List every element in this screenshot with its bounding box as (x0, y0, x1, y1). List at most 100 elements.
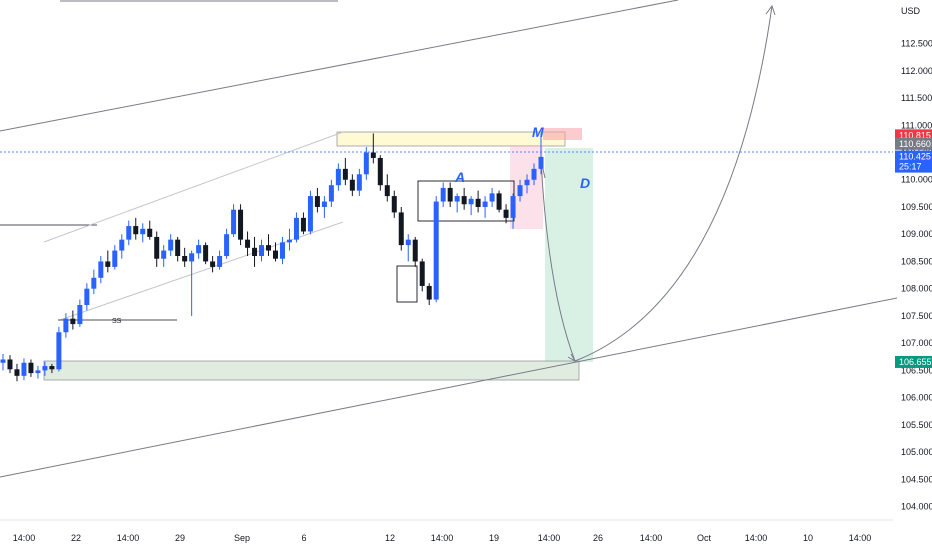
candle[interactable] (503, 204, 509, 224)
price-tick-label: 105.500 (901, 420, 932, 430)
candle[interactable] (35, 366, 41, 379)
candle[interactable] (433, 196, 439, 303)
candle[interactable] (133, 217, 139, 240)
candle[interactable] (426, 283, 432, 306)
candle[interactable] (91, 269, 97, 295)
inner-channel-upper[interactable] (43, 131, 344, 243)
candle[interactable] (259, 239, 265, 262)
candle[interactable] (119, 234, 125, 259)
candle[interactable] (377, 155, 383, 191)
candle[interactable] (84, 283, 90, 311)
candle[interactable] (461, 187, 467, 210)
candle-body (0, 359, 6, 363)
candle[interactable] (175, 236, 181, 262)
price-tick-label: 112.000 (901, 66, 932, 76)
candle[interactable] (440, 182, 446, 207)
candle[interactable] (300, 212, 306, 235)
candle[interactable] (391, 190, 397, 218)
candle[interactable] (70, 310, 76, 330)
range-box[interactable] (396, 265, 418, 303)
candle[interactable] (28, 359, 34, 377)
projection-up-path[interactable] (574, 5, 773, 362)
candle[interactable] (412, 236, 418, 267)
candle[interactable] (77, 299, 83, 327)
upper-channel-line[interactable] (0, 0, 679, 132)
candle[interactable] (405, 234, 411, 262)
candle-body (133, 226, 139, 235)
lower-channel-line[interactable] (0, 297, 898, 478)
candle[interactable] (252, 236, 258, 267)
candle[interactable] (454, 193, 460, 213)
candle[interactable] (286, 228, 292, 251)
price-tick-label: 112.500 (901, 39, 932, 49)
demand-zone[interactable] (43, 360, 580, 381)
stop-loss-zone[interactable] (543, 128, 582, 140)
candle[interactable] (272, 242, 278, 262)
candle[interactable] (419, 258, 425, 292)
candle[interactable] (335, 163, 341, 191)
candle[interactable] (245, 231, 251, 256)
candle[interactable] (112, 245, 118, 270)
candle[interactable] (56, 326, 62, 372)
take-profit-zone[interactable] (545, 148, 593, 362)
candle[interactable] (182, 247, 188, 267)
candle[interactable] (140, 223, 146, 243)
candle[interactable] (98, 256, 104, 284)
candle-body (370, 152, 376, 158)
candle[interactable] (21, 358, 27, 381)
candle[interactable] (217, 250, 223, 270)
candle[interactable] (147, 220, 153, 240)
candle[interactable] (517, 179, 523, 202)
candle[interactable] (105, 250, 111, 273)
candle[interactable] (279, 236, 285, 265)
candle[interactable] (196, 239, 202, 259)
candle[interactable] (203, 242, 209, 265)
candle[interactable] (293, 212, 299, 243)
candle[interactable] (524, 174, 530, 194)
candle[interactable] (468, 196, 474, 216)
candle[interactable] (168, 234, 174, 256)
candle[interactable] (363, 147, 369, 180)
candle[interactable] (7, 355, 13, 374)
candle[interactable] (384, 174, 390, 202)
candle-body (475, 198, 481, 207)
projection-down-path[interactable] (540, 159, 576, 362)
candle[interactable] (42, 361, 48, 376)
candle[interactable] (161, 245, 167, 267)
candle[interactable] (489, 187, 495, 207)
price-axis[interactable]: USD 112.500112.000111.500111.000110.5001… (901, 6, 932, 512)
candle[interactable] (531, 163, 537, 186)
candle[interactable] (538, 133, 544, 175)
candle[interactable] (496, 190, 502, 213)
candle[interactable] (510, 193, 516, 229)
candle[interactable] (126, 220, 132, 246)
time-axis[interactable]: 14:00 22 14:00 29 Sep 6 12 14:00 19 14:00 26 14:00 O… (0, 519, 893, 543)
candle[interactable] (349, 174, 355, 197)
candle[interactable] (0, 354, 6, 371)
candle[interactable] (14, 363, 20, 382)
candle[interactable] (321, 196, 327, 218)
candle[interactable] (342, 157, 348, 186)
candle[interactable] (238, 204, 244, 246)
candle[interactable] (356, 168, 362, 197)
candle[interactable] (224, 228, 230, 259)
candle[interactable] (266, 234, 272, 256)
candle[interactable] (231, 204, 237, 237)
candle[interactable] (447, 182, 453, 207)
candle[interactable] (398, 206, 404, 251)
candle[interactable] (63, 313, 69, 338)
candle[interactable] (482, 196, 488, 218)
candle[interactable] (210, 256, 216, 273)
price-tick-label: 109.000 (901, 229, 932, 239)
candle[interactable] (475, 190, 481, 213)
candle[interactable] (189, 250, 195, 316)
candle[interactable] (328, 179, 334, 207)
candle[interactable] (307, 190, 313, 235)
supply-zone[interactable] (336, 131, 566, 147)
candle[interactable] (49, 363, 55, 374)
candle[interactable] (370, 133, 376, 164)
candle[interactable] (154, 231, 160, 267)
candle[interactable] (314, 187, 320, 213)
